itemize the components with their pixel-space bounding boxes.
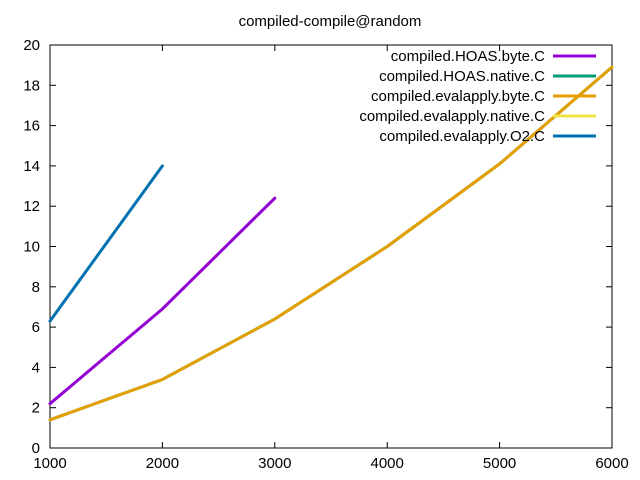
plot-border (49, 44, 613, 449)
y-tick-label: 8 (32, 279, 40, 296)
y-tick-label: 14 (23, 158, 40, 175)
y-axis: 0 2 4 6 8 10 12 14 16 18 20 (23, 37, 612, 457)
y-tick-label: 18 (23, 77, 40, 94)
y-tick-label: 20 (23, 37, 40, 54)
x-tick-label: 2000 (146, 455, 179, 472)
y-tick-label: 16 (23, 118, 40, 135)
x-tick-label: 4000 (371, 455, 404, 472)
x-axis: 1000 2000 3000 4000 5000 6000 (33, 45, 629, 472)
legend: compiled.HOAS.byte.C compiled.HOAS.native… (359, 48, 596, 145)
x-tick-label: 6000 (595, 455, 628, 472)
x-tick-label: 5000 (483, 455, 516, 472)
y-tick-label: 0 (32, 440, 40, 457)
y-tick-label: 10 (23, 239, 40, 256)
y-tick-label: 6 (32, 319, 40, 336)
x-tick-label: 3000 (258, 455, 291, 472)
legend-label: compiled.evalapply.native.C (359, 108, 545, 125)
series-line-2 (48, 65, 614, 422)
legend-label: compiled.evalapply.byte.C (371, 88, 545, 105)
y-tick-label: 4 (32, 359, 40, 376)
series-line-4 (48, 164, 164, 323)
x-tick-label: 1000 (33, 455, 66, 472)
plot-area (48, 65, 614, 422)
legend-label: compiled.HOAS.native.C (379, 68, 545, 85)
y-tick-label: 2 (32, 400, 40, 417)
legend-label: compiled.evalapply.O2.C (379, 128, 545, 145)
legend-label: compiled.HOAS.byte.C (391, 48, 545, 65)
y-tick-label: 12 (23, 198, 40, 215)
series-line-0 (48, 196, 277, 406)
chart-title: compiled-compile@random (239, 13, 422, 30)
